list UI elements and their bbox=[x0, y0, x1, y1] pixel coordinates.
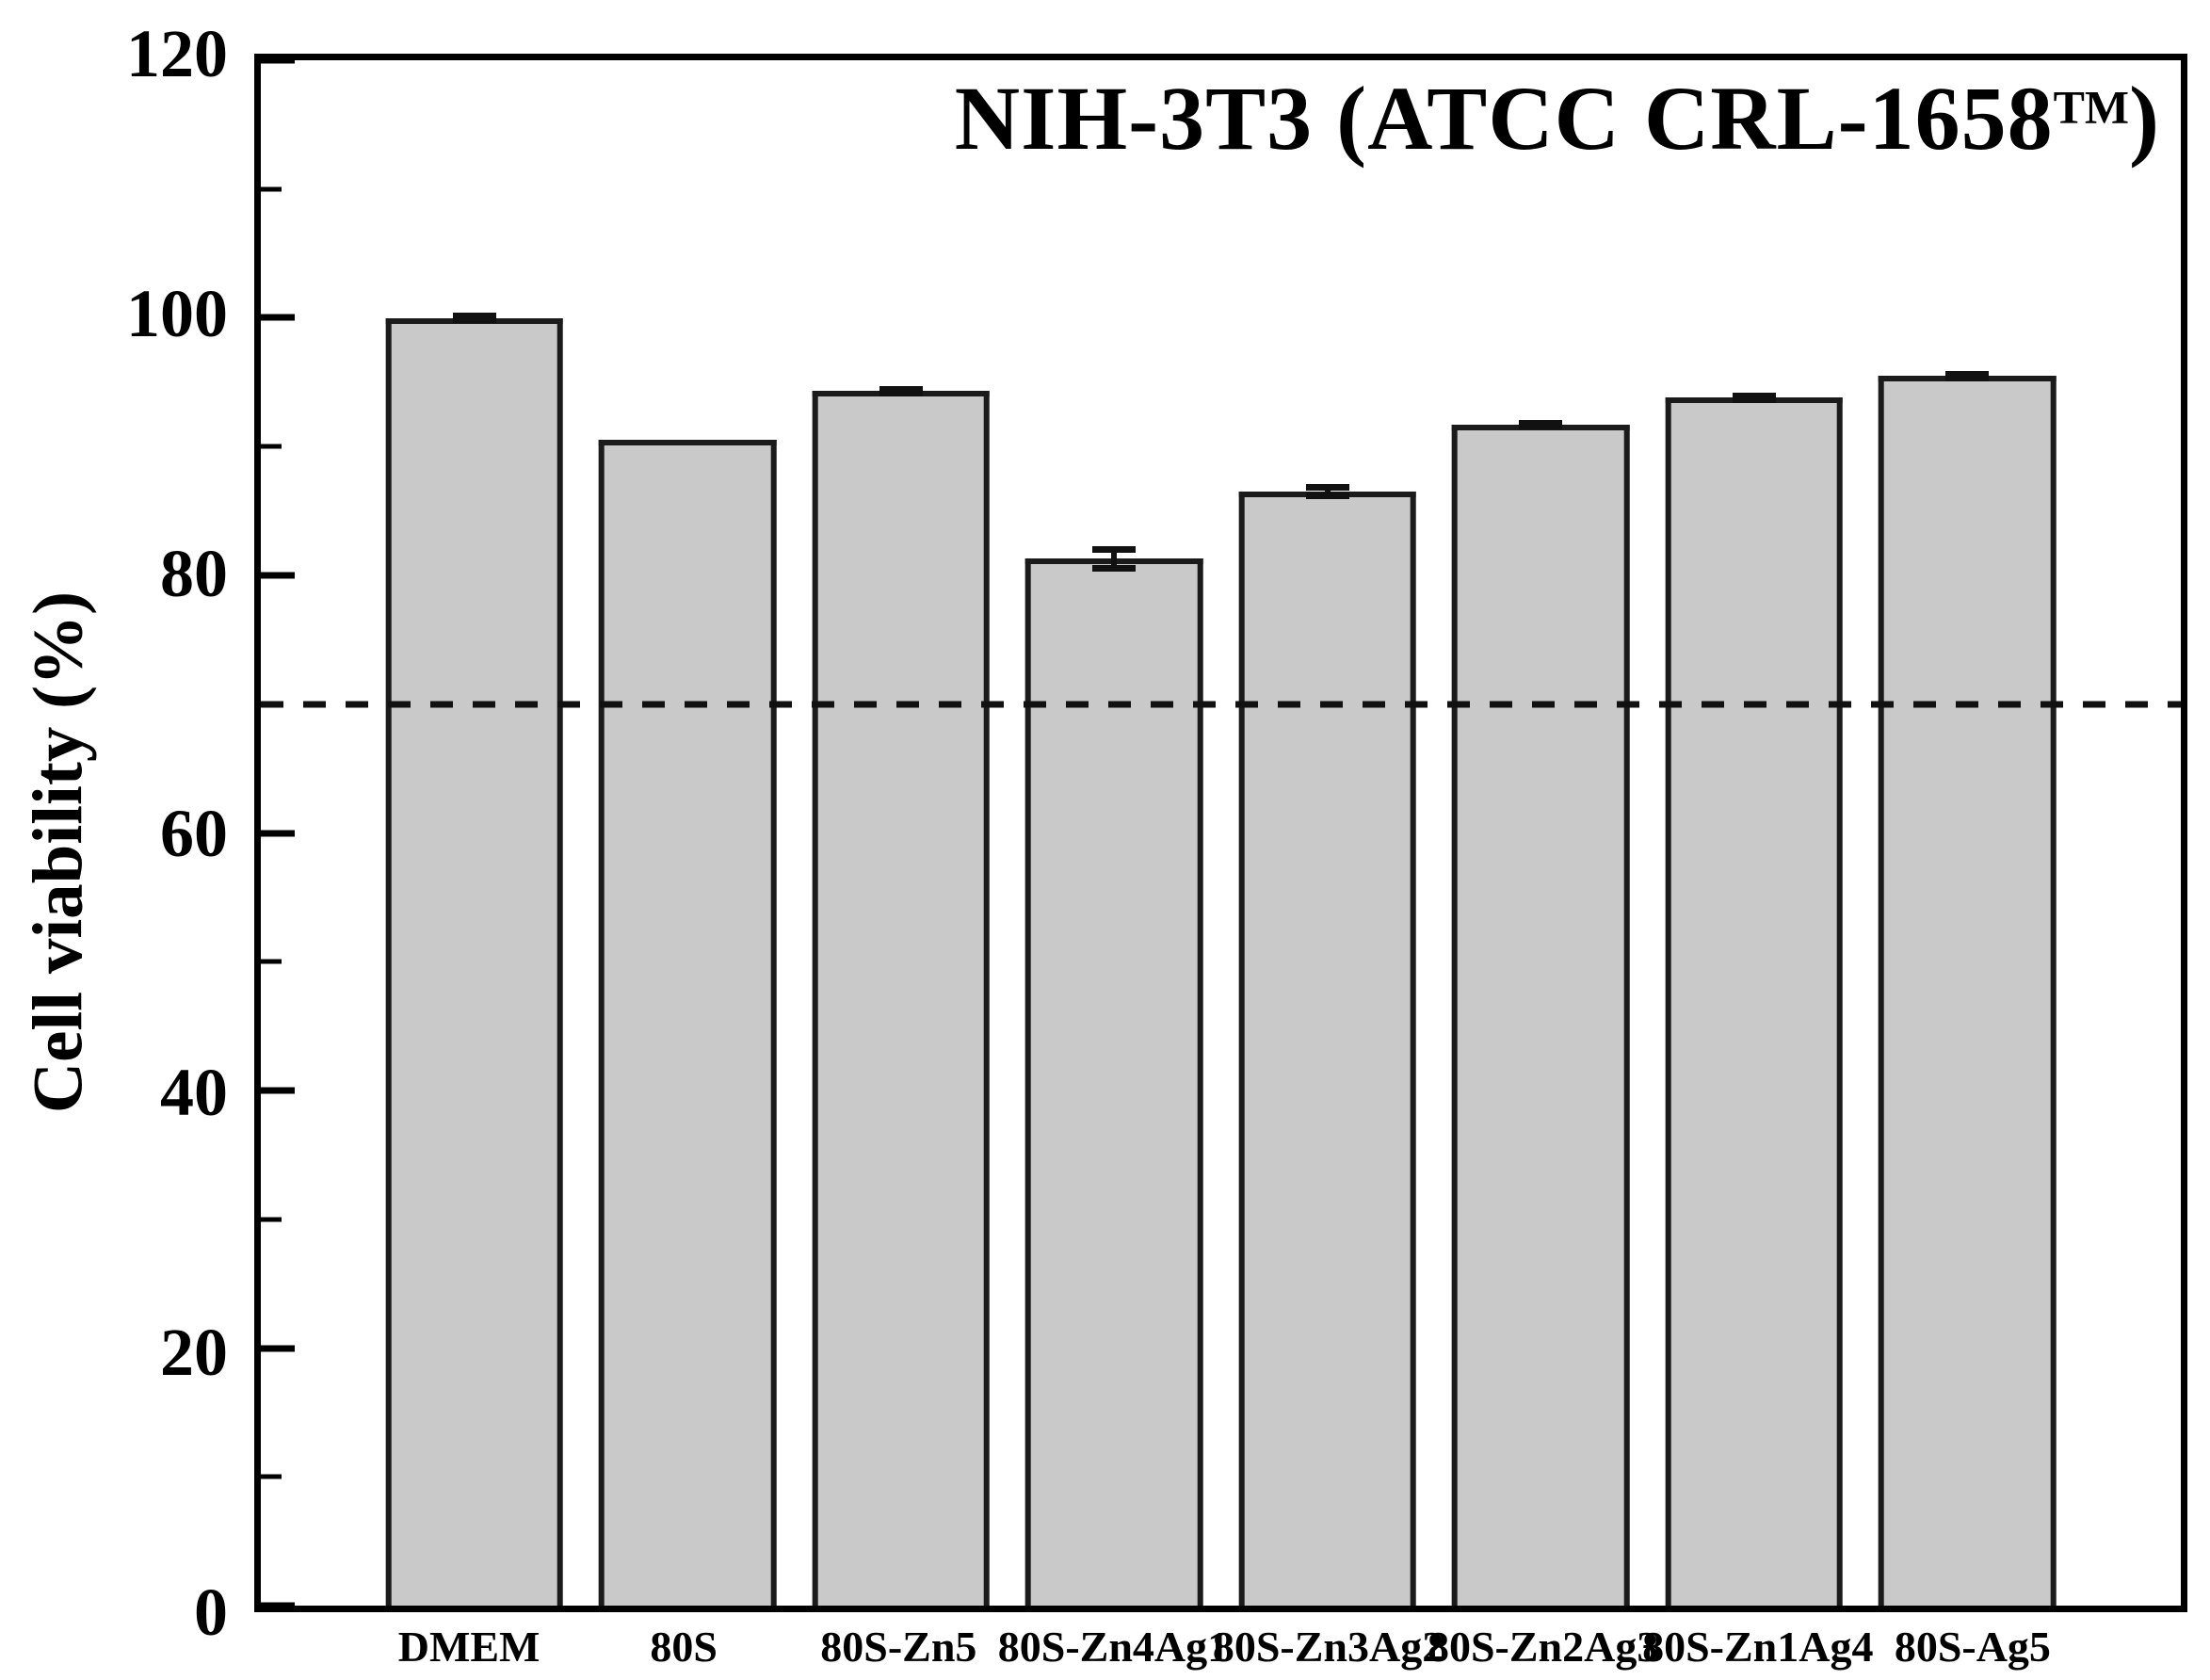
error-bar-80S-Zn4Ag1 bbox=[1092, 545, 1137, 572]
trademark-superscript: TM bbox=[2053, 81, 2130, 134]
error-bar-cap bbox=[452, 313, 496, 320]
x-tick-label-80S-Zn5: 80S-Zn5 bbox=[820, 1623, 977, 1671]
y-tick-label: 0 bbox=[194, 1575, 228, 1650]
bar-80S-Zn5 bbox=[812, 391, 990, 1606]
error-bar-cap bbox=[1092, 545, 1137, 553]
x-tick-label-80S-Zn2Ag3: 80S-Zn2Ag3 bbox=[1427, 1623, 1659, 1671]
plot-area: NIH-3T3 (ATCC CRL-1658TM) bbox=[254, 54, 2187, 1612]
bar-80S-Zn1Ag4 bbox=[1665, 397, 1844, 1606]
error-bar-80S-Zn1Ag4 bbox=[1732, 392, 1776, 403]
error-bar-cap bbox=[1305, 483, 1349, 491]
error-bar-cap bbox=[1945, 374, 1990, 381]
error-bar-cap bbox=[1732, 392, 1776, 399]
y-minor-tick bbox=[261, 186, 282, 192]
bar-80S-Zn2Ag3 bbox=[1452, 425, 1630, 1606]
error-bar-cap bbox=[1945, 370, 1990, 378]
y-major-tick bbox=[261, 572, 295, 579]
error-bar-cap bbox=[1305, 493, 1349, 500]
error-bar-cap bbox=[1519, 423, 1563, 430]
y-tick-label: 100 bbox=[126, 275, 228, 351]
error-bar-line bbox=[1324, 483, 1331, 500]
y-major-tick bbox=[261, 1602, 295, 1609]
threshold-dashed-line bbox=[261, 701, 2181, 708]
x-tick-label-80S-Zn3Ag2: 80S-Zn3Ag2 bbox=[1212, 1623, 1444, 1671]
bar-80S-Ag5 bbox=[1879, 376, 2057, 1606]
y-major-tick bbox=[261, 314, 295, 321]
y-tick-label: 120 bbox=[126, 16, 228, 91]
error-bar-80S-Zn3Ag2 bbox=[1305, 483, 1349, 500]
x-tick-label-DMEM: DMEM bbox=[397, 1623, 540, 1671]
error-bar-line bbox=[1111, 545, 1118, 572]
y-major-tick bbox=[261, 1345, 295, 1351]
x-tick-label-80S-Zn1Ag4: 80S-Zn1Ag4 bbox=[1642, 1623, 1874, 1671]
error-bar-cap bbox=[879, 389, 923, 396]
error-bar-80S-Zn5 bbox=[879, 385, 923, 396]
y-minor-tick bbox=[261, 1217, 282, 1222]
y-major-tick bbox=[261, 830, 295, 836]
y-tick-label: 40 bbox=[160, 1055, 228, 1131]
error-bar-80S-Zn2Ag3 bbox=[1519, 419, 1563, 430]
error-bar-DMEM bbox=[452, 313, 496, 323]
error-bar-80S-Ag5 bbox=[1945, 370, 1990, 381]
y-tick-label: 60 bbox=[160, 795, 228, 871]
y-major-tick bbox=[261, 1087, 295, 1094]
x-tick-label-80S-Zn4Ag1: 80S-Zn4Ag1 bbox=[997, 1623, 1230, 1671]
x-tick-label-80S-Ag5: 80S-Ag5 bbox=[1894, 1623, 2051, 1671]
y-tick-label: 80 bbox=[160, 535, 228, 611]
error-bar-cap bbox=[1519, 419, 1563, 427]
y-minor-tick bbox=[261, 1474, 282, 1479]
x-axis-tick-labels: DMEM 80S 80S-Zn5 80S-Zn4Ag1 80S-Zn3Ag2 80S-Zn… bbox=[254, 1625, 2187, 1680]
error-bar-cap bbox=[1092, 564, 1137, 572]
chart-title-text: NIH-3T3 (ATCC CRL-1658 bbox=[954, 68, 2054, 169]
y-minor-tick bbox=[261, 959, 282, 964]
error-bar-cap bbox=[1732, 396, 1776, 403]
chart-title: NIH-3T3 (ATCC CRL-1658TM) bbox=[955, 73, 2160, 164]
y-minor-tick bbox=[261, 444, 282, 449]
chart-title-close-paren: ) bbox=[2129, 68, 2160, 169]
error-bar-cap bbox=[452, 315, 496, 323]
y-axis-tick-labels: 0 20 40 60 80 100 120 bbox=[0, 20, 228, 1646]
y-major-tick bbox=[261, 57, 295, 64]
bar-DMEM bbox=[385, 317, 563, 1606]
bar-80S-Zn4Ag1 bbox=[1024, 558, 1203, 1606]
y-tick-label: 20 bbox=[160, 1315, 228, 1391]
bar-80S bbox=[598, 440, 777, 1606]
x-tick-label-80S: 80S bbox=[650, 1623, 718, 1671]
bar-80S-Zn3Ag2 bbox=[1238, 492, 1417, 1606]
error-bar-cap bbox=[879, 385, 923, 393]
